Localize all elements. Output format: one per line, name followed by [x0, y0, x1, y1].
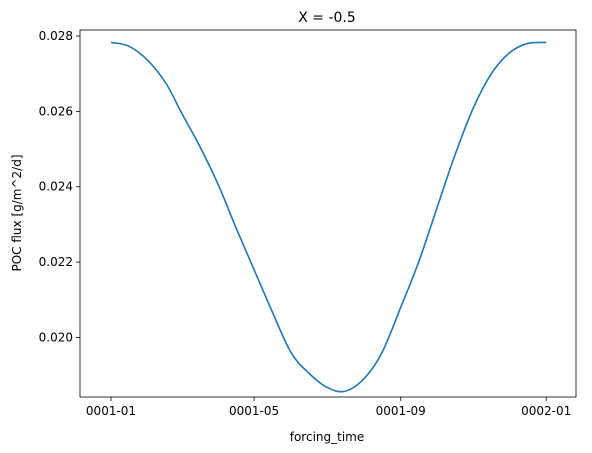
y-tick-label: 0.020: [39, 330, 73, 344]
y-tick-label: 0.026: [39, 104, 73, 118]
chart-title: X = -0.5: [298, 10, 356, 26]
plot-area: [110, 41, 547, 393]
x-tick-label: 0001-05: [229, 404, 279, 418]
y-axis: 0.020 0.022 0.024 0.026 0.028: [39, 29, 80, 344]
y-tick-label: 0.022: [39, 255, 73, 269]
x-tick-label: 0001-01: [86, 404, 136, 418]
y-tick-label: 0.028: [39, 29, 73, 43]
series-line-0: [110, 41, 547, 393]
y-tick-label: 0.024: [39, 180, 73, 194]
x-tick-label: 0002-01: [521, 404, 571, 418]
x-axis: 0001-01 0001-05 0001-09 0002-01: [86, 397, 571, 418]
x-tick-label: 0001-09: [376, 404, 426, 418]
y-axis-label: POC flux [g/m^2/d]: [10, 154, 24, 271]
plot-frame: [79, 29, 577, 398]
x-axis-label: forcing_time: [290, 430, 365, 444]
